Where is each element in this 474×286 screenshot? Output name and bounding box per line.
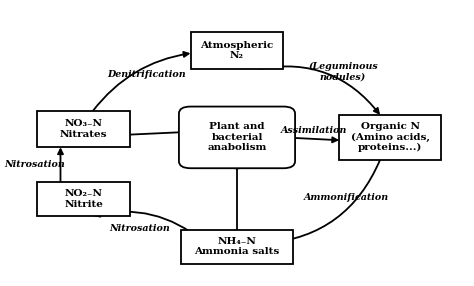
Text: Organic N
(Amino acids,
proteins...): Organic N (Amino acids, proteins...) [351, 122, 430, 152]
FancyBboxPatch shape [181, 230, 293, 263]
Text: Assimilation: Assimilation [281, 126, 347, 135]
Text: Nitrosation: Nitrosation [109, 224, 170, 233]
Text: Nitrosation: Nitrosation [5, 160, 65, 168]
FancyBboxPatch shape [191, 32, 283, 69]
Text: NH₄₋N
Ammonia salts: NH₄₋N Ammonia salts [194, 237, 280, 257]
FancyBboxPatch shape [37, 111, 130, 147]
Text: (Leguminous
nodules): (Leguminous nodules) [308, 62, 378, 81]
Text: NO₃₋N
Nitrates: NO₃₋N Nitrates [60, 119, 108, 139]
Text: Plant and
bacterial
anabolism: Plant and bacterial anabolism [207, 122, 267, 152]
Text: Denitrification: Denitrification [107, 70, 186, 79]
FancyBboxPatch shape [339, 115, 441, 160]
FancyBboxPatch shape [37, 182, 130, 216]
FancyBboxPatch shape [179, 107, 295, 168]
Text: NO₂₋N
Nitrite: NO₂₋N Nitrite [64, 189, 103, 209]
Text: Atmospheric
N₂: Atmospheric N₂ [201, 41, 273, 60]
Text: Ammonification: Ammonification [304, 193, 389, 202]
